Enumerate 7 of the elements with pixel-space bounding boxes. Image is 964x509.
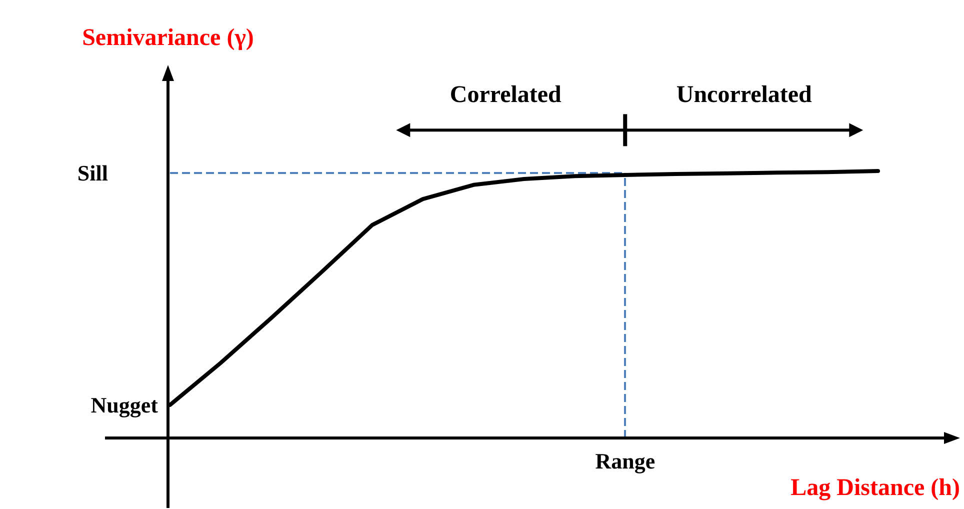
annotation: Nugget xyxy=(90,392,159,418)
ref-line-label: Sill xyxy=(77,160,108,186)
text: Uncorrelated xyxy=(676,82,813,108)
text: Range xyxy=(595,448,656,474)
y-axis-title: Semivariance (γ) xyxy=(82,25,254,51)
x-axis-title: Lag Distance (h) xyxy=(790,475,960,501)
text: Correlated xyxy=(450,82,562,108)
